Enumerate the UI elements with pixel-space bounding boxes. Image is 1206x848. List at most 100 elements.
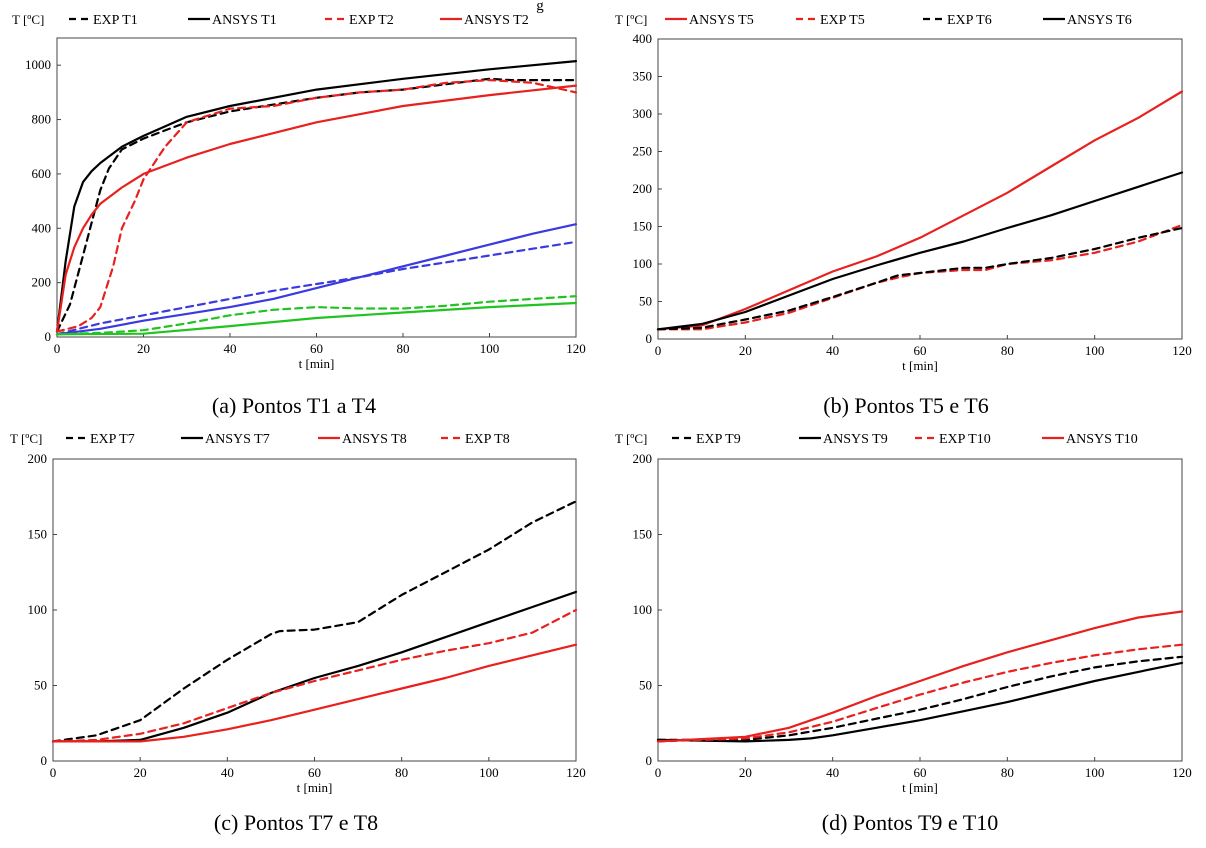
x-tick-label: 0 [54,341,61,356]
y-axis-label: T [ºC] [615,431,647,446]
x-axis-label: t [min] [902,358,938,373]
y-tick-label: 200 [32,275,52,290]
x-tick-label: 0 [655,343,662,358]
x-tick-label: 20 [134,765,147,780]
x-tick-label: 80 [397,341,410,356]
legend: EXP T9 ANSYS T9 EXP T10 ANSYS T10 [672,432,1138,447]
series-line-blue-dashed [55,240,578,336]
legend: ANSYS T5 EXP T5 EXP T6 ANSYS T6 [665,13,1132,28]
y-tick-label: 100 [28,602,48,617]
x-tick-label: 60 [914,343,927,358]
y-tick-label: 0 [45,329,52,344]
x-tick-label: 60 [914,765,927,780]
x-tick-label: 40 [221,765,234,780]
x-tick-label: 20 [739,765,752,780]
y-tick-label: 0 [646,331,653,346]
y-tick-label: 350 [633,69,653,84]
chart-caption: (c) Pontos T7 e T8 [214,810,378,835]
series-line-exp-t2 [55,78,578,333]
x-tick-label: 0 [655,765,662,780]
legend-label: EXP T9 [696,432,741,447]
legend-label: ANSYS T5 [689,13,754,28]
legend-label: EXP T7 [90,432,135,447]
y-tick-label: 300 [633,106,653,121]
plot-frame [52,458,577,762]
y-tick-label: 800 [32,112,52,127]
series-line-ansys-t6 [656,171,1184,331]
y-tick-label: 200 [633,181,653,196]
series-line-ansys-t2 [55,84,578,333]
y-tick-label: 50 [639,294,652,309]
series-line-exp-t8 [51,608,578,743]
y-tick-label: 150 [28,527,48,542]
legend-label: EXP T5 [820,13,865,28]
y-tick-label: 50 [639,678,652,693]
y-tick-label: 100 [633,602,653,617]
y-tick-label: 150 [633,219,653,234]
legend-label: ANSYS T7 [205,432,270,447]
legend-label: EXP T6 [947,13,992,28]
x-tick-label: 40 [826,343,839,358]
plot-frame [56,37,577,338]
legend: EXP T1 ANSYS T1 EXP T2 ANSYS T2 [69,13,529,28]
x-axis-label: t [min] [297,780,333,795]
x-tick-label: 100 [1085,343,1105,358]
legend-label: EXP T1 [93,13,138,28]
x-tick-label: 0 [50,765,57,780]
chart-b: 0 50 100 150 200 250 300 350 400 0 20 40 60 80 100 120 t… [615,12,1192,418]
legend-label: ANSYS T8 [342,432,407,447]
legend-label: ANSYS T2 [464,13,529,28]
x-tick-label: 60 [308,765,321,780]
series-line-ansys-t5 [656,90,1184,331]
y-tick-label: 600 [32,166,52,181]
series-line-exp-t6 [656,226,1184,331]
series-line-green-dashed [55,295,578,336]
legend-label: ANSYS T6 [1067,13,1132,28]
chart-caption: (d) Pontos T9 e T10 [822,810,998,835]
x-tick-label: 100 [1085,765,1105,780]
y-tick-label: 150 [633,527,653,542]
chart-caption: (b) Pontos T5 e T6 [823,393,988,418]
x-tick-label: 80 [1001,343,1014,358]
x-tick-label: 120 [1172,765,1192,780]
figure-title-fragment: g [536,0,544,14]
y-tick-label: 1000 [25,57,51,72]
y-tick-label: 250 [633,144,653,159]
series-line-green-solid [55,301,578,336]
plot-frame [657,458,1183,762]
series-line-exp-t9 [656,655,1184,742]
x-tick-label: 80 [395,765,408,780]
y-tick-label: 400 [633,31,653,46]
series-line-ansys-t1 [55,59,578,333]
x-tick-label: 40 [826,765,839,780]
series-line-blue-solid [55,223,578,336]
series-line-ansys-t10 [656,610,1184,743]
x-tick-label: 100 [479,765,499,780]
x-tick-label: 40 [224,341,237,356]
legend-label: EXP T8 [465,432,510,447]
x-axis-label: t [min] [299,356,335,371]
series-line-exp-t7 [51,500,578,743]
series-line-ansys-t8 [51,643,578,743]
x-tick-label: 120 [1172,343,1192,358]
y-axis-label: T [ºC] [615,12,647,27]
x-tick-label: 80 [1001,765,1014,780]
x-tick-label: 20 [739,343,752,358]
x-tick-label: 60 [310,341,323,356]
y-tick-label: 200 [28,451,48,466]
y-tick-label: 0 [41,753,48,768]
y-tick-label: 100 [633,256,653,271]
legend-label: ANSYS T1 [212,13,277,28]
legend-label: ANSYS T10 [1066,432,1138,447]
legend-label: EXP T2 [349,13,394,28]
y-axis-label: T [ºC] [12,12,44,27]
chart-d: 0 50 100 150 200 0 20 40 60 80 100 120 t [min] T [ºC]… [615,431,1192,835]
legend: EXP T7 ANSYS T7 ANSYS T8 EXP T8 [66,432,510,447]
series-line-exp-t10 [656,643,1184,743]
legend-label: ANSYS T9 [823,432,888,447]
y-tick-label: 0 [646,753,653,768]
legend-label: EXP T10 [939,432,991,447]
chart-c: 0 50 100 150 200 0 20 40 60 80 100 120 t [min] T [ºC]… [10,431,586,835]
x-axis-label: t [min] [902,780,938,795]
